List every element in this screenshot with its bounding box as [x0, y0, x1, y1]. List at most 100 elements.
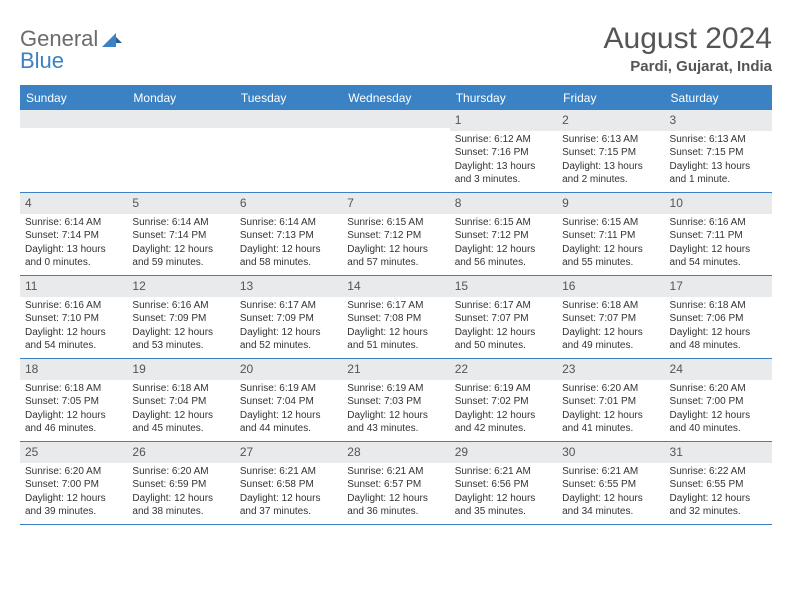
sunrise-text: Sunrise: 6:15 AM — [562, 216, 659, 230]
daynum-bar: 7 — [342, 193, 449, 214]
sunrise-text: Sunrise: 6:21 AM — [347, 465, 444, 479]
sunrise-text: Sunrise: 6:20 AM — [562, 382, 659, 396]
day-cell: 24Sunrise: 6:20 AMSunset: 7:00 PMDayligh… — [665, 359, 772, 441]
daylight-text: Daylight: 12 hours and 46 minutes. — [25, 409, 122, 436]
day-cell: 4Sunrise: 6:14 AMSunset: 7:14 PMDaylight… — [20, 193, 127, 275]
day-number: 4 — [25, 196, 32, 210]
day-cell: 1Sunrise: 6:12 AMSunset: 7:16 PMDaylight… — [450, 110, 557, 192]
day-number: 12 — [132, 279, 145, 293]
daynum-bar: 1 — [450, 110, 557, 131]
daylight-text: Daylight: 13 hours and 3 minutes. — [455, 160, 552, 187]
sunset-text: Sunset: 7:03 PM — [347, 395, 444, 409]
daynum-bar — [342, 110, 449, 128]
weekday-header: Friday — [557, 87, 664, 110]
sunrise-text: Sunrise: 6:16 AM — [132, 299, 229, 313]
daylight-text: Daylight: 12 hours and 55 minutes. — [562, 243, 659, 270]
day-cell: 13Sunrise: 6:17 AMSunset: 7:09 PMDayligh… — [235, 276, 342, 358]
day-cell: 28 Sunrise: 6:21 AMSunset: 6:57 PMDayligh… — [342, 442, 449, 524]
daynum-bar: 29 — [450, 442, 557, 463]
day-number: 18 — [25, 362, 38, 376]
day-number: 9 — [562, 196, 569, 210]
daynum-bar: 18 — [20, 359, 127, 380]
sunset-text: Sunset: 6:57 PM — [347, 478, 444, 492]
sunrise-text: Sunrise: 6:15 AM — [347, 216, 444, 230]
sunrise-text: Sunrise: 6:21 AM — [455, 465, 552, 479]
daylight-text: Daylight: 12 hours and 36 minutes. — [347, 492, 444, 519]
day-cell: 5Sunrise: 6:14 AMSunset: 7:14 PMDaylight… — [127, 193, 234, 275]
daynum-bar — [20, 110, 127, 128]
day-cell: 7Sunrise: 6:15 AMSunset: 7:12 PMDaylight… — [342, 193, 449, 275]
location-text: Pardi, Gujarat, India — [604, 58, 772, 75]
daylight-text: Daylight: 12 hours and 57 minutes. — [347, 243, 444, 270]
day-number: 22 — [455, 362, 468, 376]
sunset-text: Sunset: 7:00 PM — [25, 478, 122, 492]
daylight-text: Daylight: 12 hours and 58 minutes. — [240, 243, 337, 270]
week-row: 25Sunrise: 6:20 AMSunset: 7:00 PMDayligh… — [20, 442, 772, 525]
sunset-text: Sunset: 7:12 PM — [455, 229, 552, 243]
sunrise-text: Sunrise: 6:17 AM — [455, 299, 552, 313]
daylight-text: Daylight: 12 hours and 56 minutes. — [455, 243, 552, 270]
sunrise-text: Sunrise: 6:19 AM — [455, 382, 552, 396]
sunset-text: Sunset: 6:56 PM — [455, 478, 552, 492]
daylight-text: Daylight: 12 hours and 43 minutes. — [347, 409, 444, 436]
day-number: 15 — [455, 279, 468, 293]
day-number: 26 — [132, 445, 145, 459]
weekday-header: Wednesday — [342, 87, 449, 110]
daynum-bar: 12 — [127, 276, 234, 297]
daynum-bar: 31 — [665, 442, 772, 463]
sunrise-text: Sunrise: 6:21 AM — [240, 465, 337, 479]
daynum-bar: 14 — [342, 276, 449, 297]
sunrise-text: Sunrise: 6:21 AM — [562, 465, 659, 479]
weekday-header-row: SundayMondayTuesdayWednesdayThursdayFrid… — [20, 87, 772, 110]
day-cell: 10Sunrise: 6:16 AMSunset: 7:11 PMDayligh… — [665, 193, 772, 275]
daynum-bar: 22 — [450, 359, 557, 380]
day-cell: 23Sunrise: 6:20 AMSunset: 7:01 PMDayligh… — [557, 359, 664, 441]
sunset-text: Sunset: 7:06 PM — [670, 312, 767, 326]
daynum-bar — [127, 110, 234, 128]
sunrise-text: Sunrise: 6:17 AM — [240, 299, 337, 313]
daylight-text: Daylight: 12 hours and 38 minutes. — [132, 492, 229, 519]
weekday-header: Thursday — [450, 87, 557, 110]
daynum-bar: 13 — [235, 276, 342, 297]
sunset-text: Sunset: 7:14 PM — [132, 229, 229, 243]
sunset-text: Sunset: 7:07 PM — [455, 312, 552, 326]
daynum-bar: 4 — [20, 193, 127, 214]
sunrise-text: Sunrise: 6:15 AM — [455, 216, 552, 230]
daylight-text: Daylight: 12 hours and 49 minutes. — [562, 326, 659, 353]
daynum-bar: 30 — [557, 442, 664, 463]
sunrise-text: Sunrise: 6:18 AM — [670, 299, 767, 313]
calendar-grid: SundayMondayTuesdayWednesdayThursdayFrid… — [20, 85, 772, 525]
sunset-text: Sunset: 7:02 PM — [455, 395, 552, 409]
sunrise-text: Sunrise: 6:18 AM — [132, 382, 229, 396]
weeks-container: 1Sunrise: 6:12 AMSunset: 7:16 PMDaylight… — [20, 110, 772, 525]
day-number: 29 — [455, 445, 468, 459]
brand-blue-wrap: Blue — [20, 48, 64, 74]
week-row: 11Sunrise: 6:16 AMSunset: 7:10 PMDayligh… — [20, 276, 772, 359]
daylight-text: Daylight: 13 hours and 0 minutes. — [25, 243, 122, 270]
weekday-header: Tuesday — [235, 87, 342, 110]
daylight-text: Daylight: 12 hours and 39 minutes. — [25, 492, 122, 519]
day-number: 25 — [25, 445, 38, 459]
day-number: 10 — [670, 196, 683, 210]
day-number: 1 — [455, 113, 462, 127]
sunrise-text: Sunrise: 6:12 AM — [455, 133, 552, 147]
day-number: 28 — [347, 445, 360, 459]
day-number: 23 — [562, 362, 575, 376]
daynum-bar: 25 — [20, 442, 127, 463]
daylight-text: Daylight: 12 hours and 42 minutes. — [455, 409, 552, 436]
weekday-header: Sunday — [20, 87, 127, 110]
sunrise-text: Sunrise: 6:18 AM — [562, 299, 659, 313]
day-number: 2 — [562, 113, 569, 127]
day-number: 5 — [132, 196, 139, 210]
day-cell: 12Sunrise: 6:16 AMSunset: 7:09 PMDayligh… — [127, 276, 234, 358]
daynum-bar: 3 — [665, 110, 772, 131]
day-cell: 31Sunrise: 6:22 AMSunset: 6:55 PMDayligh… — [665, 442, 772, 524]
daylight-text: Daylight: 12 hours and 54 minutes. — [25, 326, 122, 353]
sunset-text: Sunset: 7:09 PM — [240, 312, 337, 326]
daynum-bar — [235, 110, 342, 128]
day-cell: 25Sunrise: 6:20 AMSunset: 7:00 PMDayligh… — [20, 442, 127, 524]
sunset-text: Sunset: 7:07 PM — [562, 312, 659, 326]
week-row: 4Sunrise: 6:14 AMSunset: 7:14 PMDaylight… — [20, 193, 772, 276]
day-number: 16 — [562, 279, 575, 293]
day-cell: 30Sunrise: 6:21 AMSunset: 6:55 PMDayligh… — [557, 442, 664, 524]
